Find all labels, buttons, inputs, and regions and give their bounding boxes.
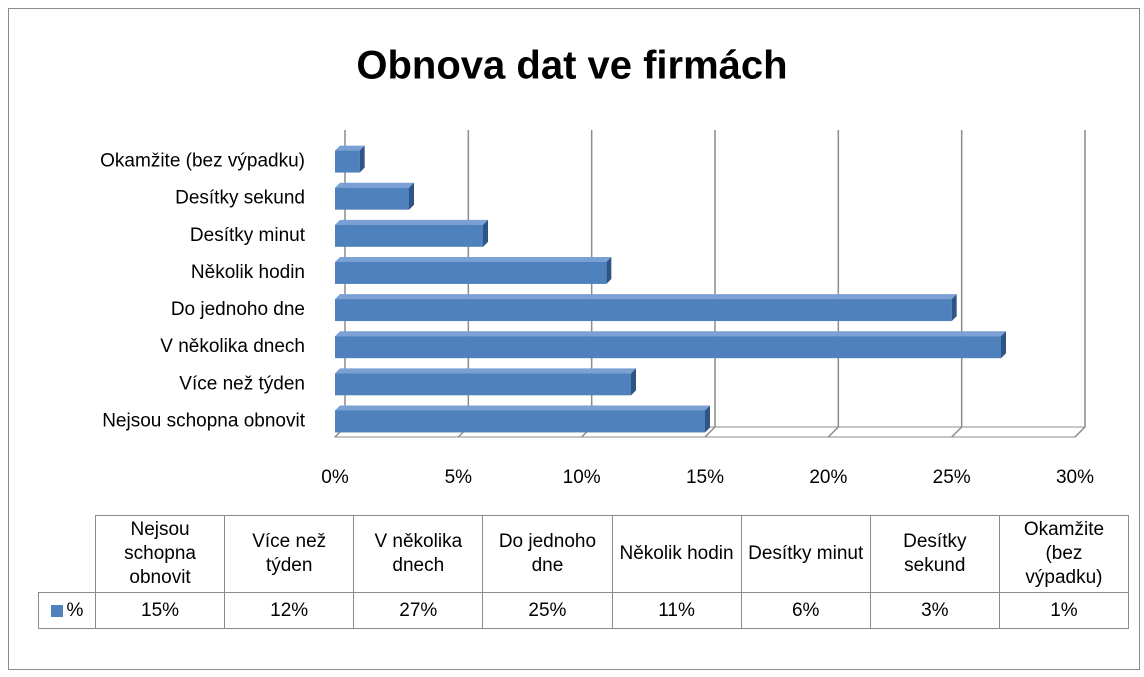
chart-title: Obnova dat ve firmách <box>356 44 787 88</box>
bar-face <box>409 182 414 210</box>
bar-face <box>483 219 488 247</box>
grid-line <box>1074 130 1086 438</box>
bar-face <box>335 368 636 374</box>
x-tick-label: 30% <box>1056 467 1094 488</box>
legend-cell: % <box>38 592 96 629</box>
bar-face <box>606 256 612 284</box>
y-tick-label: Několik hodin <box>191 262 305 283</box>
table-value: 3% <box>869 592 1000 629</box>
bar-face <box>335 256 612 262</box>
bar-face <box>631 368 636 396</box>
table-value: 15% <box>95 592 226 629</box>
table-value: 27% <box>353 592 484 629</box>
table-value: 12% <box>224 592 355 629</box>
bar <box>335 182 414 210</box>
bar-face <box>335 261 607 284</box>
bar <box>335 405 710 433</box>
bar <box>335 145 365 173</box>
table-header: Desítky minut <box>740 515 871 593</box>
table-value: 11% <box>611 592 742 629</box>
bar <box>335 368 636 396</box>
bar-face <box>335 331 1006 337</box>
table-header: Desítky sekund <box>869 515 1000 593</box>
table-header: Do jednoho dne <box>482 515 613 593</box>
bar <box>335 331 1006 359</box>
bar-face <box>705 405 710 433</box>
bar <box>335 219 488 247</box>
bar <box>335 256 612 284</box>
bar-face <box>335 336 1001 359</box>
legend-key <box>50 604 63 617</box>
y-tick-label: V několika dnech <box>160 336 305 357</box>
bar-face <box>335 299 952 322</box>
table-header: Více než týden <box>224 515 355 593</box>
bar <box>335 294 957 322</box>
grid-line <box>951 130 963 438</box>
x-tick-label: 15% <box>686 467 724 488</box>
table-header: Nejsou schopna obnovit <box>95 515 226 593</box>
bar-face <box>335 224 483 247</box>
bar-face <box>951 294 957 322</box>
y-tick-label: Více než týden <box>179 373 305 394</box>
x-tick-label: 25% <box>933 467 971 488</box>
y-tick-label: Desítky sekund <box>175 188 305 209</box>
y-tick-label: Desítky minut <box>190 225 306 246</box>
grid-line <box>704 130 716 438</box>
bar-face <box>335 405 710 411</box>
x-tick-label: 0% <box>321 467 349 488</box>
grid-line <box>827 130 840 438</box>
bar-face <box>335 187 409 210</box>
x-tick-label: 5% <box>445 467 473 488</box>
bar-face <box>335 219 488 225</box>
table-header: Několik hodin <box>611 515 742 593</box>
bar-face <box>335 145 365 151</box>
bar-face <box>335 410 705 433</box>
bar-face <box>1001 331 1006 359</box>
table-value: 1% <box>998 592 1129 629</box>
y-tick-label: Do jednoho dne <box>171 299 305 320</box>
bar-face <box>335 294 957 300</box>
y-tick-label: Nejsou schopna obnovit <box>102 410 306 431</box>
table-value: 6% <box>740 592 871 629</box>
table-value: 25% <box>482 592 613 629</box>
x-tick-label: 20% <box>809 467 847 488</box>
bar-face <box>335 373 631 396</box>
table-header: Okamžite (bez výpadku) <box>998 515 1129 593</box>
bar-face <box>335 150 360 173</box>
x-tick-label: 10% <box>563 467 601 488</box>
y-tick-label: Okamžite (bez výpadku) <box>100 151 305 172</box>
table-header: V několika dnech <box>353 515 484 593</box>
bar-face <box>359 145 365 173</box>
legend-label: % <box>66 599 84 621</box>
bar-face <box>335 182 414 188</box>
